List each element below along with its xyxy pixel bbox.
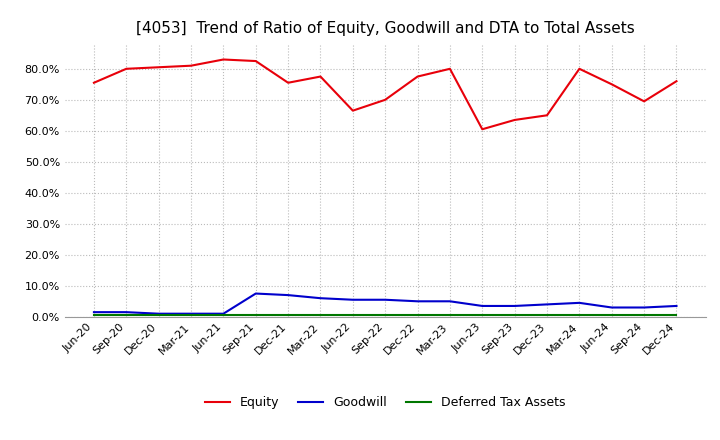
Line: Equity: Equity — [94, 59, 677, 129]
Deferred Tax Assets — [251, 312, 260, 318]
Deferred Tax Assets — [154, 312, 163, 318]
Equity — [543, 113, 552, 118]
Equity — [640, 99, 649, 104]
Equity — [154, 65, 163, 70]
Equity — [413, 74, 422, 79]
Equity — [122, 66, 130, 71]
Goodwill — [672, 303, 681, 308]
Goodwill — [122, 309, 130, 315]
Deferred Tax Assets — [122, 312, 130, 318]
Goodwill — [316, 296, 325, 301]
Equity — [219, 57, 228, 62]
Equity — [251, 59, 260, 64]
Goodwill — [575, 300, 584, 305]
Goodwill — [381, 297, 390, 302]
Equity — [186, 63, 195, 68]
Goodwill — [478, 303, 487, 308]
Goodwill — [510, 303, 519, 308]
Goodwill — [154, 311, 163, 316]
Line: Goodwill: Goodwill — [94, 293, 677, 314]
Deferred Tax Assets — [446, 312, 454, 318]
Legend: Equity, Goodwill, Deferred Tax Assets: Equity, Goodwill, Deferred Tax Assets — [200, 391, 570, 414]
Deferred Tax Assets — [608, 312, 616, 318]
Equity — [575, 66, 584, 71]
Title: [4053]  Trend of Ratio of Equity, Goodwill and DTA to Total Assets: [4053] Trend of Ratio of Equity, Goodwil… — [136, 21, 634, 36]
Equity — [284, 80, 292, 85]
Deferred Tax Assets — [543, 312, 552, 318]
Deferred Tax Assets — [219, 312, 228, 318]
Deferred Tax Assets — [186, 312, 195, 318]
Goodwill — [413, 299, 422, 304]
Deferred Tax Assets — [478, 312, 487, 318]
Equity — [478, 127, 487, 132]
Equity — [381, 97, 390, 103]
Equity — [316, 74, 325, 79]
Equity — [672, 79, 681, 84]
Deferred Tax Assets — [575, 312, 584, 318]
Deferred Tax Assets — [284, 312, 292, 318]
Equity — [608, 82, 616, 87]
Goodwill — [89, 309, 98, 315]
Goodwill — [251, 291, 260, 296]
Deferred Tax Assets — [510, 312, 519, 318]
Goodwill — [284, 293, 292, 298]
Goodwill — [348, 297, 357, 302]
Goodwill — [608, 305, 616, 310]
Deferred Tax Assets — [640, 312, 649, 318]
Goodwill — [219, 311, 228, 316]
Deferred Tax Assets — [381, 312, 390, 318]
Goodwill — [543, 302, 552, 307]
Deferred Tax Assets — [348, 312, 357, 318]
Goodwill — [446, 299, 454, 304]
Deferred Tax Assets — [89, 312, 98, 318]
Deferred Tax Assets — [316, 312, 325, 318]
Equity — [348, 108, 357, 113]
Goodwill — [186, 311, 195, 316]
Equity — [510, 117, 519, 123]
Deferred Tax Assets — [413, 312, 422, 318]
Equity — [89, 80, 98, 85]
Deferred Tax Assets — [672, 312, 681, 318]
Goodwill — [640, 305, 649, 310]
Equity — [446, 66, 454, 71]
